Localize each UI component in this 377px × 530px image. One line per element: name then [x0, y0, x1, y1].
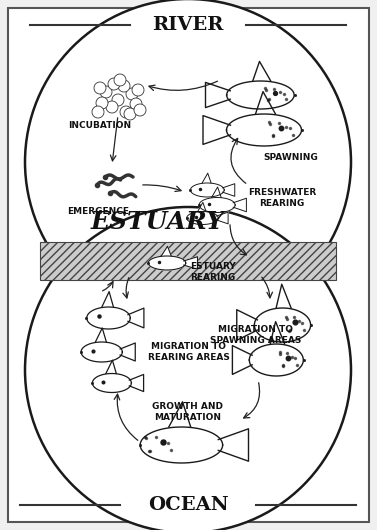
Circle shape [132, 84, 144, 96]
Polygon shape [232, 346, 252, 374]
Text: EMERGENCE: EMERGENCE [67, 208, 129, 216]
Polygon shape [92, 374, 131, 393]
Polygon shape [218, 429, 248, 461]
Text: ESTUARY: ESTUARY [91, 210, 225, 234]
Text: MIGRATION TO
SPAWNING AREAS: MIGRATION TO SPAWNING AREAS [210, 325, 301, 345]
Bar [40, 242, 336, 280]
Polygon shape [270, 322, 285, 344]
Text: GROWTH AND
MATURATION: GROWTH AND MATURATION [153, 402, 224, 422]
Circle shape [106, 101, 118, 113]
Polygon shape [102, 292, 113, 307]
Circle shape [100, 86, 112, 98]
Polygon shape [249, 344, 303, 376]
FancyBboxPatch shape [8, 8, 369, 522]
Polygon shape [276, 284, 291, 308]
Circle shape [112, 94, 124, 106]
Polygon shape [198, 202, 206, 211]
Text: FRESHWATER
REARING: FRESHWATER REARING [248, 188, 316, 208]
Circle shape [92, 106, 104, 118]
Circle shape [120, 106, 132, 118]
Polygon shape [227, 81, 294, 109]
Text: SPAWNING: SPAWNING [263, 154, 318, 163]
Polygon shape [148, 256, 186, 270]
Text: ESTUARY
REARING: ESTUARY REARING [190, 262, 236, 282]
Text: OCEAN: OCEAN [148, 496, 228, 514]
Text: RIVER: RIVER [152, 16, 224, 34]
Circle shape [108, 78, 120, 90]
Polygon shape [106, 360, 116, 374]
Circle shape [96, 97, 108, 109]
Polygon shape [216, 212, 228, 224]
Polygon shape [205, 82, 230, 108]
Polygon shape [81, 342, 122, 362]
Polygon shape [227, 114, 302, 146]
Polygon shape [140, 427, 223, 463]
Polygon shape [169, 402, 191, 427]
Circle shape [134, 104, 146, 116]
Polygon shape [211, 187, 221, 198]
Polygon shape [233, 198, 247, 212]
Ellipse shape [25, 207, 351, 530]
Polygon shape [128, 308, 144, 328]
Polygon shape [190, 183, 224, 197]
Polygon shape [184, 257, 198, 269]
Polygon shape [203, 116, 230, 144]
Polygon shape [199, 198, 235, 213]
Circle shape [118, 80, 130, 92]
Polygon shape [202, 173, 211, 183]
Circle shape [126, 88, 138, 100]
Circle shape [94, 82, 106, 94]
Polygon shape [253, 61, 271, 81]
Polygon shape [161, 246, 171, 256]
Polygon shape [187, 211, 218, 225]
Circle shape [114, 74, 126, 86]
Polygon shape [254, 308, 311, 342]
Polygon shape [129, 375, 144, 392]
Text: MIGRATION TO
REARING AREAS: MIGRATION TO REARING AREAS [148, 342, 230, 361]
Polygon shape [222, 184, 235, 196]
Polygon shape [87, 307, 130, 329]
Circle shape [130, 98, 142, 110]
Polygon shape [95, 328, 106, 342]
Text: INCUBATION: INCUBATION [69, 120, 132, 129]
Polygon shape [256, 92, 276, 114]
Ellipse shape [25, 0, 351, 325]
Circle shape [124, 108, 136, 120]
Polygon shape [120, 343, 135, 361]
Polygon shape [237, 310, 257, 340]
